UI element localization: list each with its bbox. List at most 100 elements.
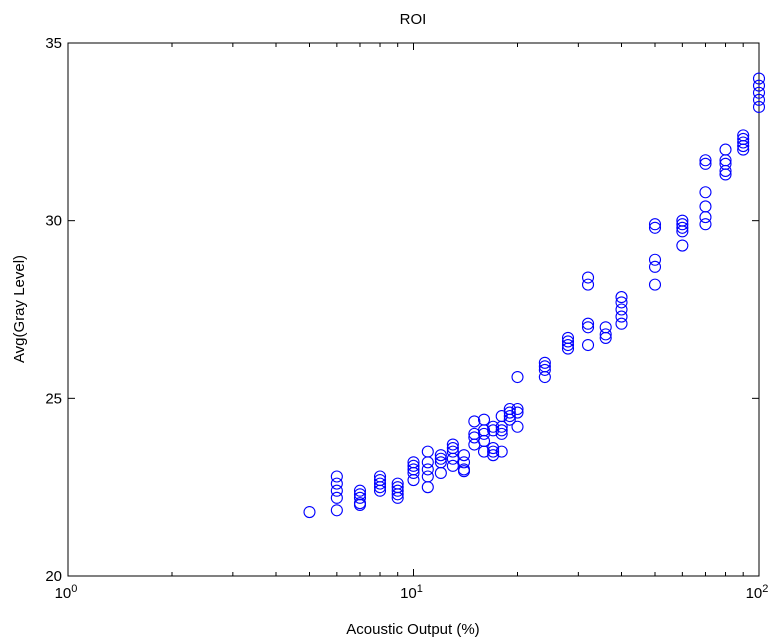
data-point	[457, 449, 471, 462]
data-point	[434, 456, 447, 469]
data-point	[599, 328, 612, 341]
data-point	[511, 402, 524, 416]
data-point	[373, 477, 387, 490]
x-axis-label: Acoustic Output (%)	[346, 621, 479, 638]
data-point	[615, 291, 628, 304]
plot-area-frame	[67, 42, 760, 577]
data-point	[391, 477, 404, 490]
data-point	[752, 79, 766, 92]
data-point	[719, 143, 732, 156]
data-point	[446, 438, 459, 451]
data-point	[330, 470, 343, 483]
data-point	[330, 484, 343, 497]
data-point	[511, 420, 524, 433]
data-point	[615, 296, 628, 309]
data-point	[648, 278, 662, 291]
data-point	[503, 410, 516, 423]
data-point	[391, 484, 404, 497]
data-point	[719, 157, 732, 170]
data-point	[581, 321, 595, 334]
data-point	[699, 200, 712, 213]
data-point	[421, 481, 434, 494]
data-point	[699, 211, 712, 224]
y-tick-label: 35	[45, 35, 62, 52]
data-point	[676, 218, 689, 231]
data-point	[421, 445, 434, 458]
data-point	[561, 338, 575, 352]
data-point	[581, 278, 595, 291]
data-point	[615, 310, 628, 323]
data-point	[446, 459, 459, 472]
data-point	[407, 459, 420, 472]
data-point	[477, 413, 491, 426]
data-point	[503, 406, 516, 419]
data-point	[330, 477, 343, 490]
y-tick-label: 20	[45, 568, 62, 585]
data-point	[581, 338, 595, 352]
data-point	[699, 186, 712, 199]
data-point	[752, 100, 766, 114]
data-point	[457, 456, 471, 469]
data-point	[434, 452, 447, 465]
data-point	[487, 442, 500, 455]
data-point	[676, 221, 689, 234]
axis-tick-labels: 100 101 102 20 25 30 35	[45, 35, 768, 602]
data-point	[737, 136, 750, 149]
data-point	[699, 154, 712, 167]
data-point	[353, 497, 367, 510]
data-markers	[303, 72, 766, 519]
data-point	[538, 356, 551, 369]
data-point	[421, 463, 434, 476]
data-point	[511, 406, 524, 419]
data-point	[353, 488, 367, 501]
data-point	[737, 129, 750, 142]
data-point	[373, 474, 387, 487]
data-point	[391, 481, 404, 494]
data-point	[581, 317, 595, 330]
data-point	[353, 491, 367, 504]
data-point	[468, 415, 481, 428]
x-tick-label: 102	[746, 583, 769, 602]
data-point	[434, 449, 447, 462]
data-point	[407, 456, 420, 469]
y-tick-label: 25	[45, 390, 62, 407]
data-point	[511, 370, 524, 384]
data-point	[353, 484, 367, 497]
data-point	[487, 449, 500, 462]
data-point	[495, 427, 508, 440]
axis-ticks	[67, 42, 760, 577]
data-point	[561, 335, 575, 348]
data-point	[495, 410, 508, 423]
data-point	[676, 239, 689, 252]
data-point	[457, 463, 471, 476]
data-point	[330, 504, 343, 517]
data-point	[648, 218, 662, 231]
y-axis-label: Avg(Gray Level)	[11, 255, 28, 363]
x-tick-label: 101	[400, 583, 423, 602]
data-point	[421, 470, 434, 483]
data-point	[676, 214, 689, 227]
data-point	[330, 491, 343, 504]
data-point	[599, 321, 612, 334]
data-point	[648, 260, 662, 273]
chart-title: ROI	[400, 11, 427, 28]
data-point	[487, 445, 500, 458]
data-point	[495, 445, 508, 458]
data-point	[407, 463, 420, 476]
data-point	[615, 317, 628, 330]
data-point	[503, 402, 516, 416]
data-point	[752, 93, 766, 106]
data-point	[434, 466, 447, 480]
data-point	[561, 331, 575, 344]
data-point	[487, 424, 500, 437]
data-point	[648, 221, 662, 234]
data-point	[648, 253, 662, 266]
data-point	[752, 86, 766, 99]
data-point	[421, 456, 434, 469]
data-point	[699, 218, 712, 231]
data-point	[495, 424, 508, 437]
data-point	[446, 442, 459, 455]
y-tick-label: 30	[45, 213, 62, 230]
data-point	[615, 303, 628, 316]
